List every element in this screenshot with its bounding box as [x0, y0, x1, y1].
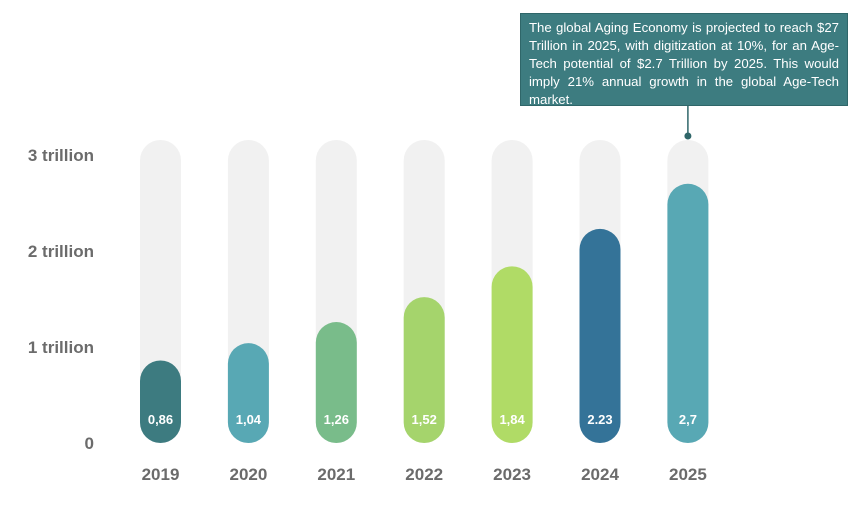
x-tick-label-2020: 2020 — [229, 465, 267, 484]
y-tick-label: 3 trillion — [28, 146, 94, 165]
data-label-2022: 1,52 — [412, 412, 437, 427]
x-tick-label-2024: 2024 — [581, 465, 619, 484]
x-axis: 2019 2020 2021 2022 2023 2024 2025 — [142, 465, 707, 484]
data-labels: 0,86 1,04 1,26 1,52 1,84 2.23 2,7 — [148, 412, 697, 427]
y-axis: 0 1 trillion 2 trillion 3 trillion — [28, 146, 94, 453]
y-tick-label: 0 — [85, 434, 94, 453]
bar-2024[interactable] — [579, 228, 621, 443]
y-tick-label: 2 trillion — [28, 242, 94, 261]
bar-2021[interactable] — [315, 322, 357, 443]
bars — [140, 183, 709, 444]
data-label-2019: 0,86 — [148, 412, 173, 427]
data-label-2024: 2.23 — [587, 412, 612, 427]
x-tick-label-2025: 2025 — [669, 465, 707, 484]
x-tick-label-2023: 2023 — [493, 465, 531, 484]
callout-dot — [684, 132, 692, 140]
bar-2019[interactable] — [140, 360, 181, 443]
x-tick-label-2021: 2021 — [317, 465, 355, 484]
bar-2022[interactable] — [403, 297, 445, 443]
bar-2023[interactable] — [491, 266, 533, 443]
data-label-2025: 2,7 — [679, 412, 697, 427]
bar-2025[interactable] — [667, 183, 709, 444]
data-label-2023: 1,84 — [499, 412, 525, 427]
data-label-2021: 1,26 — [324, 412, 349, 427]
x-tick-label-2022: 2022 — [405, 465, 443, 484]
data-label-2020: 1,04 — [236, 412, 262, 427]
x-tick-label-2019: 2019 — [142, 465, 180, 484]
y-tick-label: 1 trillion — [28, 338, 94, 357]
annotation-callout: The global Aging Economy is projected to… — [520, 13, 848, 107]
bar-2020[interactable] — [227, 343, 269, 443]
